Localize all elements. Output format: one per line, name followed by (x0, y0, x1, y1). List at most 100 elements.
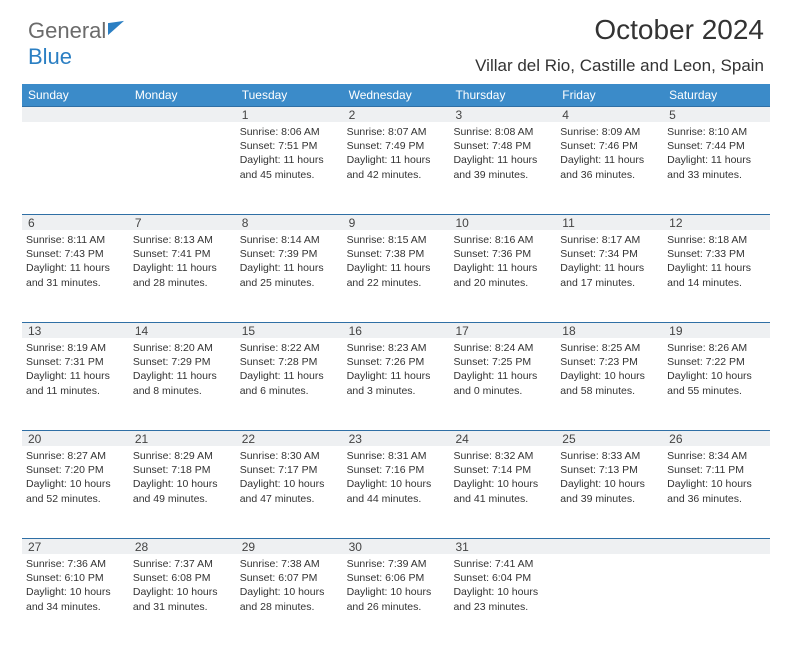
day-cell: Sunrise: 8:33 AMSunset: 7:13 PMDaylight:… (556, 446, 663, 538)
daylight-text-1: Daylight: 11 hours (347, 261, 446, 275)
sunset-text: Sunset: 7:51 PM (240, 139, 339, 153)
daylight-text-1: Daylight: 11 hours (453, 153, 552, 167)
sunset-text: Sunset: 7:38 PM (347, 247, 446, 261)
daylight-text-1: Daylight: 11 hours (26, 369, 125, 383)
brand-part1: General (28, 18, 106, 43)
week-row: Sunrise: 7:36 AMSunset: 6:10 PMDaylight:… (22, 554, 770, 646)
brand-logo: General Blue (28, 18, 124, 70)
day-number: 27 (22, 539, 129, 554)
sunset-text: Sunset: 7:36 PM (453, 247, 552, 261)
week-row: Sunrise: 8:19 AMSunset: 7:31 PMDaylight:… (22, 338, 770, 430)
sunset-text: Sunset: 7:11 PM (667, 463, 766, 477)
day-number: 16 (343, 323, 450, 338)
sunrise-text: Sunrise: 8:16 AM (453, 233, 552, 247)
day-number: 5 (663, 107, 770, 122)
sunset-text: Sunset: 7:46 PM (560, 139, 659, 153)
sunset-text: Sunset: 6:06 PM (347, 571, 446, 585)
day-number: 24 (449, 431, 556, 446)
day-number: 1 (236, 107, 343, 122)
day-number (22, 107, 129, 122)
daylight-text-1: Daylight: 11 hours (240, 369, 339, 383)
calendar-grid: Sunday Monday Tuesday Wednesday Thursday… (22, 84, 770, 646)
weekday-header: Wednesday (343, 84, 450, 106)
sunrise-text: Sunrise: 7:38 AM (240, 557, 339, 571)
daylight-text-1: Daylight: 10 hours (453, 585, 552, 599)
weekday-header: Saturday (663, 84, 770, 106)
sunrise-text: Sunrise: 8:33 AM (560, 449, 659, 463)
sunset-text: Sunset: 7:14 PM (453, 463, 552, 477)
weekday-header: Friday (556, 84, 663, 106)
daylight-text-1: Daylight: 11 hours (560, 153, 659, 167)
day-number: 11 (556, 215, 663, 230)
day-cell: Sunrise: 8:34 AMSunset: 7:11 PMDaylight:… (663, 446, 770, 538)
day-number: 21 (129, 431, 236, 446)
sunset-text: Sunset: 7:16 PM (347, 463, 446, 477)
day-cell: Sunrise: 7:37 AMSunset: 6:08 PMDaylight:… (129, 554, 236, 646)
day-cell: Sunrise: 7:39 AMSunset: 6:06 PMDaylight:… (343, 554, 450, 646)
daylight-text-1: Daylight: 10 hours (667, 477, 766, 491)
daylight-text-1: Daylight: 11 hours (453, 369, 552, 383)
daylight-text-1: Daylight: 11 hours (347, 153, 446, 167)
brand-triangle-icon (108, 21, 124, 35)
day-cell: Sunrise: 8:26 AMSunset: 7:22 PMDaylight:… (663, 338, 770, 430)
day-number: 18 (556, 323, 663, 338)
day-number: 9 (343, 215, 450, 230)
day-number: 20 (22, 431, 129, 446)
week-row: Sunrise: 8:11 AMSunset: 7:43 PMDaylight:… (22, 230, 770, 322)
daynum-row: 2728293031 (22, 538, 770, 554)
weekday-header: Thursday (449, 84, 556, 106)
sunrise-text: Sunrise: 8:34 AM (667, 449, 766, 463)
daylight-text-2: and 11 minutes. (26, 384, 125, 398)
sunset-text: Sunset: 6:10 PM (26, 571, 125, 585)
day-number: 22 (236, 431, 343, 446)
day-cell: Sunrise: 8:20 AMSunset: 7:29 PMDaylight:… (129, 338, 236, 430)
day-cell: Sunrise: 8:29 AMSunset: 7:18 PMDaylight:… (129, 446, 236, 538)
sunset-text: Sunset: 7:44 PM (667, 139, 766, 153)
daylight-text-2: and 58 minutes. (560, 384, 659, 398)
daylight-text-2: and 47 minutes. (240, 492, 339, 506)
sunrise-text: Sunrise: 8:14 AM (240, 233, 339, 247)
daylight-text-2: and 36 minutes. (560, 168, 659, 182)
daylight-text-2: and 45 minutes. (240, 168, 339, 182)
day-number: 10 (449, 215, 556, 230)
sunset-text: Sunset: 7:22 PM (667, 355, 766, 369)
sunrise-text: Sunrise: 8:09 AM (560, 125, 659, 139)
day-cell: Sunrise: 8:25 AMSunset: 7:23 PMDaylight:… (556, 338, 663, 430)
day-cell: Sunrise: 8:32 AMSunset: 7:14 PMDaylight:… (449, 446, 556, 538)
day-cell (556, 554, 663, 646)
sunset-text: Sunset: 7:33 PM (667, 247, 766, 261)
daylight-text-2: and 31 minutes. (26, 276, 125, 290)
sunset-text: Sunset: 7:49 PM (347, 139, 446, 153)
daylight-text-1: Daylight: 10 hours (347, 585, 446, 599)
day-number: 15 (236, 323, 343, 338)
sunrise-text: Sunrise: 8:07 AM (347, 125, 446, 139)
daylight-text-1: Daylight: 10 hours (667, 369, 766, 383)
daylight-text-1: Daylight: 10 hours (560, 477, 659, 491)
daylight-text-2: and 17 minutes. (560, 276, 659, 290)
daylight-text-2: and 39 minutes. (560, 492, 659, 506)
day-cell: Sunrise: 8:06 AMSunset: 7:51 PMDaylight:… (236, 122, 343, 214)
day-cell: Sunrise: 7:41 AMSunset: 6:04 PMDaylight:… (449, 554, 556, 646)
day-cell: Sunrise: 8:13 AMSunset: 7:41 PMDaylight:… (129, 230, 236, 322)
daylight-text-1: Daylight: 10 hours (133, 477, 232, 491)
sunset-text: Sunset: 7:25 PM (453, 355, 552, 369)
daylight-text-1: Daylight: 10 hours (560, 369, 659, 383)
weekday-header: Tuesday (236, 84, 343, 106)
day-cell: Sunrise: 8:14 AMSunset: 7:39 PMDaylight:… (236, 230, 343, 322)
daylight-text-1: Daylight: 11 hours (26, 261, 125, 275)
day-cell: Sunrise: 8:19 AMSunset: 7:31 PMDaylight:… (22, 338, 129, 430)
day-number: 28 (129, 539, 236, 554)
sunrise-text: Sunrise: 7:39 AM (347, 557, 446, 571)
sunrise-text: Sunrise: 8:27 AM (26, 449, 125, 463)
daylight-text-2: and 3 minutes. (347, 384, 446, 398)
daylight-text-1: Daylight: 11 hours (133, 369, 232, 383)
weekday-header: Sunday (22, 84, 129, 106)
daylight-text-2: and 49 minutes. (133, 492, 232, 506)
day-cell: Sunrise: 8:11 AMSunset: 7:43 PMDaylight:… (22, 230, 129, 322)
sunrise-text: Sunrise: 8:25 AM (560, 341, 659, 355)
daylight-text-1: Daylight: 10 hours (26, 585, 125, 599)
day-cell: Sunrise: 8:10 AMSunset: 7:44 PMDaylight:… (663, 122, 770, 214)
daylight-text-1: Daylight: 10 hours (347, 477, 446, 491)
sunrise-text: Sunrise: 8:18 AM (667, 233, 766, 247)
day-cell: Sunrise: 8:24 AMSunset: 7:25 PMDaylight:… (449, 338, 556, 430)
